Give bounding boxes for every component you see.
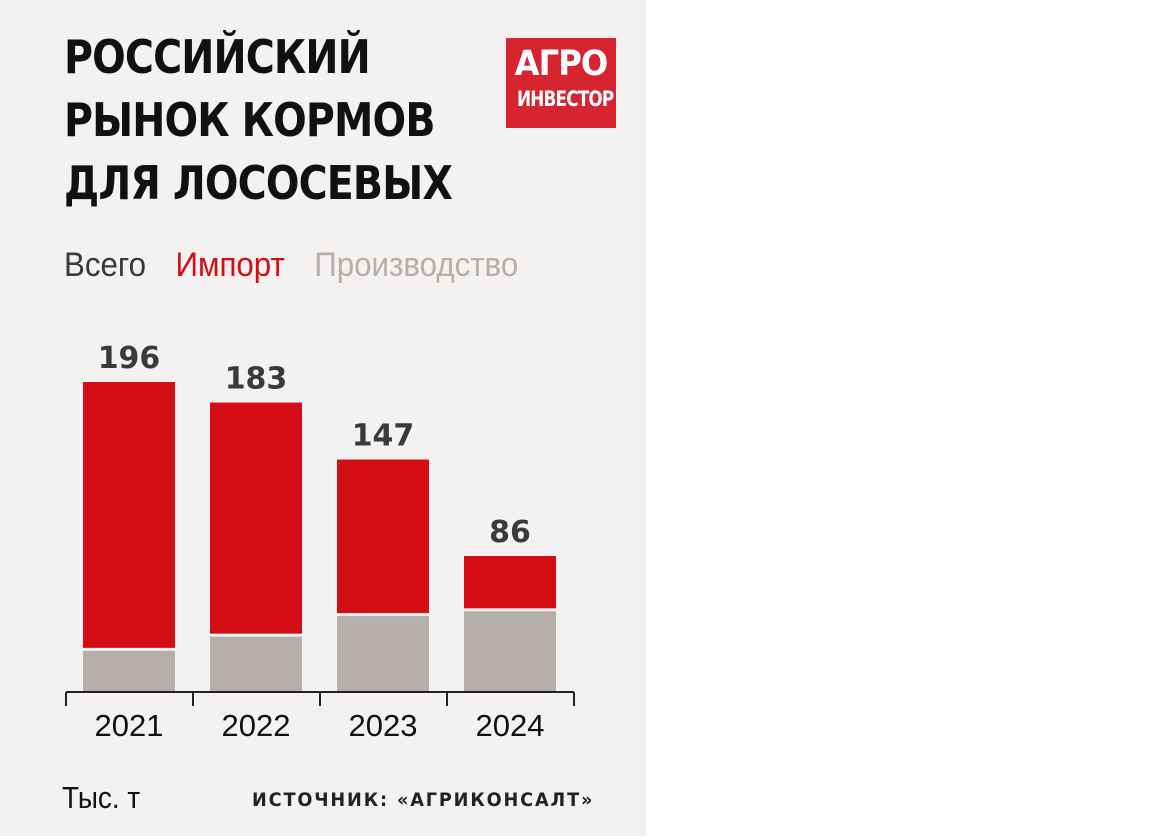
total-label-2023: 147 [352, 419, 415, 454]
legend-import: Импорт [175, 246, 285, 284]
unit-label: Тыс. т [62, 780, 141, 815]
bar-import-2024 [464, 555, 556, 609]
legend-production: Производство [314, 246, 519, 284]
chart-legend: Всего Импорт Производство [64, 240, 518, 290]
total-label-2024: 86 [489, 515, 531, 550]
total-label-2022: 183 [225, 362, 288, 397]
bar-production-2021 [83, 650, 175, 692]
bar-production-2024 [464, 611, 556, 692]
stacked-bar-chart: 196 2021 183 2022 147 2023 86 2024 [65, 341, 575, 743]
bar-import-2023 [337, 459, 429, 614]
x-tick-label-2023: 2023 [349, 708, 418, 743]
source-label: ИСТОЧНИК: «АГРИКОНСАЛТ» [252, 789, 595, 811]
logo-bottom-text: ИНВЕСТОР [517, 87, 614, 111]
title-line-2: РЫНОК КОРМОВ [64, 93, 435, 147]
total-label-2021: 196 [98, 341, 161, 376]
x-tick-label-2024: 2024 [476, 708, 545, 743]
title-line-1: РОССИЙСКИЙ [64, 30, 371, 84]
bar-import-2022 [210, 402, 302, 634]
agroinvestor-logo: АГРО ИНВЕСТОР [506, 38, 616, 128]
chart-title: РОССИЙСКИЙ РЫНОК КОРМОВ ДЛЯ ЛОСОСЕВЫХ [64, 26, 453, 215]
title-line-3: ДЛЯ ЛОСОСЕВЫХ [64, 156, 453, 210]
bar-import-2021 [83, 382, 175, 648]
legend-total: Всего [64, 246, 147, 284]
x-tick-label-2021: 2021 [95, 708, 164, 743]
x-tick-label-2022: 2022 [222, 708, 291, 743]
chart-card: РОССИЙСКИЙ РЫНОК КОРМОВ ДЛЯ ЛОСОСЕВЫХ АГ… [0, 0, 646, 836]
bar-production-2023 [337, 616, 429, 692]
logo-top-text: АГРО [514, 44, 609, 84]
bar-production-2022 [210, 636, 302, 692]
